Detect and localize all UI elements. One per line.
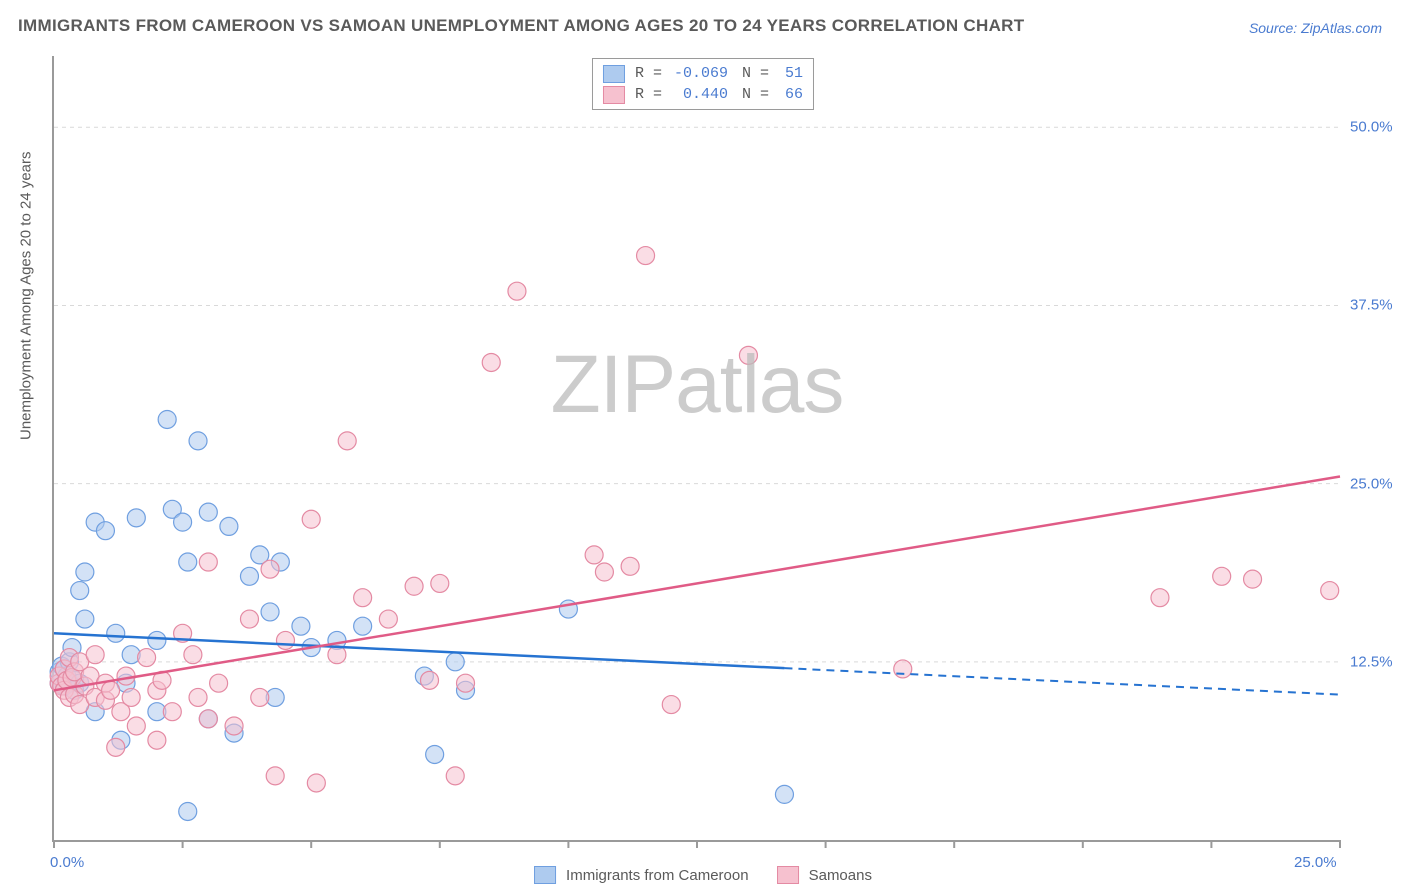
source-attribution: Source: ZipAtlas.com (1249, 20, 1382, 36)
r-label: R = (635, 84, 662, 105)
swatch-series-2 (603, 86, 625, 104)
r-label: R = (635, 63, 662, 84)
swatch-series-1 (534, 866, 556, 884)
chart-title: IMMIGRANTS FROM CAMEROON VS SAMOAN UNEMP… (18, 16, 1024, 36)
legend-item-2: Samoans (777, 866, 872, 884)
swatch-series-1 (603, 65, 625, 83)
correlation-row-1: R = -0.069 N = 51 (603, 63, 803, 84)
correlation-legend: R = -0.069 N = 51 R = 0.440 N = 66 (592, 58, 814, 110)
x-origin-label: 0.0% (50, 854, 84, 871)
correlation-row-2: R = 0.440 N = 66 (603, 84, 803, 105)
swatch-series-2 (777, 866, 799, 884)
y-axis-label: Unemployment Among Ages 20 to 24 years (18, 151, 35, 440)
x-max-label: 25.0% (1294, 854, 1337, 871)
y-tick-label: 12.5% (1350, 653, 1393, 670)
legend-item-1: Immigrants from Cameroon (534, 866, 749, 884)
n-value-1: 51 (775, 63, 803, 84)
y-tick-label: 25.0% (1350, 475, 1393, 492)
r-value-2: 0.440 (668, 84, 728, 105)
scatter-plot: ZIPatlas (52, 56, 1340, 842)
legend-label-1: Immigrants from Cameroon (566, 867, 749, 884)
legend-label-2: Samoans (809, 867, 872, 884)
n-label: N = (742, 63, 769, 84)
r-value-1: -0.069 (668, 63, 728, 84)
y-tick-label: 50.0% (1350, 119, 1393, 136)
y-tick-label: 37.5% (1350, 297, 1393, 314)
plot-canvas (54, 56, 1340, 840)
n-label: N = (742, 84, 769, 105)
series-legend: Immigrants from Cameroon Samoans (534, 866, 872, 884)
n-value-2: 66 (775, 84, 803, 105)
